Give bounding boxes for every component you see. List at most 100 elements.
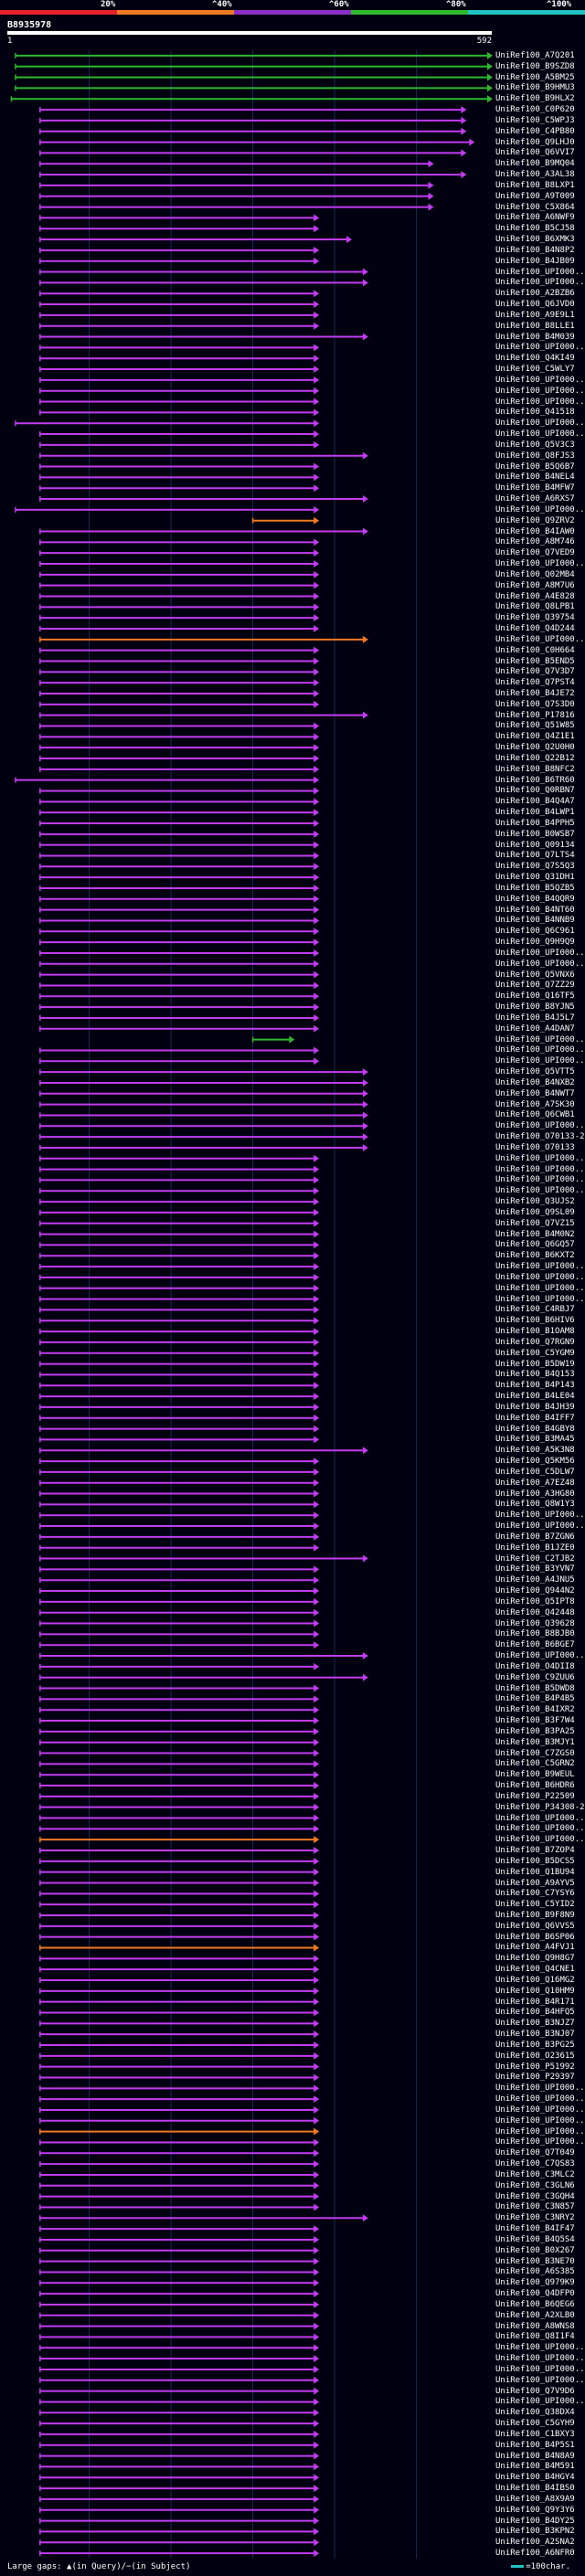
hit-label[interactable]: UniRef100_Q7S3D0 — [495, 699, 575, 709]
hit-label[interactable]: UniRef100_B6HDR6 — [495, 1781, 575, 1791]
hit-label[interactable]: UniRef100_P51992 — [495, 2062, 575, 2072]
hit-label[interactable]: UniRef100_Q4CNE1 — [495, 1965, 575, 1975]
hit-label[interactable]: UniRef100_B4JE72 — [495, 688, 575, 698]
hit-label[interactable]: UniRef100_B7ZGN6 — [495, 1532, 575, 1542]
hit-label[interactable]: UniRef100_Q02MB4 — [495, 569, 575, 579]
hit-label[interactable]: UniRef100_B3PA25 — [495, 1726, 575, 1736]
hit-label[interactable]: UniRef100_Q10HM9 — [495, 1986, 575, 1996]
hit-label[interactable]: UniRef100_B4N8A9 — [495, 2451, 575, 2461]
hit-label[interactable]: UniRef100_C5YGM9 — [495, 1348, 575, 1358]
hit-label[interactable]: UniRef100_Q39754 — [495, 613, 575, 623]
hit-label[interactable]: UniRef100_B4NXB2 — [495, 1077, 575, 1087]
hit-label[interactable]: UniRef100_C3N857 — [495, 2202, 575, 2212]
hit-label[interactable]: UniRef100_B4Q5S4 — [495, 2234, 575, 2244]
hit-label[interactable]: UniRef100_B4HFQ5 — [495, 2008, 575, 2018]
hit-label[interactable]: UniRef100_Q5VTT5 — [495, 1067, 575, 1077]
hit-label[interactable]: UniRef100_Q4D244 — [495, 624, 575, 633]
hit-label[interactable]: UniRef100_B9WEUL — [495, 1770, 575, 1780]
hit-label[interactable]: UniRef100_B4IF47 — [495, 2224, 575, 2234]
hit-label[interactable]: UniRef100_B6QEG6 — [495, 2299, 575, 2309]
hit-label[interactable]: UniRef100_UPI000... — [495, 419, 585, 429]
hit-label[interactable]: UniRef100_Q7VZ15 — [495, 1218, 575, 1228]
hit-label[interactable]: UniRef100_Q5V3C3 — [495, 440, 575, 450]
hit-label[interactable]: UniRef100_Q9H9Q9 — [495, 938, 575, 948]
hit-label[interactable]: UniRef100_UPI000... — [495, 2397, 585, 2407]
hit-label[interactable]: UniRef100_UPI000... — [495, 959, 585, 969]
hit-label[interactable]: UniRef100_UPI000... — [495, 278, 585, 288]
hit-label[interactable]: UniRef100_C9ZUU6 — [495, 1672, 575, 1682]
hit-label[interactable]: UniRef100_B5DW19 — [495, 1359, 575, 1369]
hit-label[interactable]: UniRef100_UPI000... — [495, 1153, 585, 1163]
hit-label[interactable]: UniRef100_UPI000... — [495, 1034, 585, 1044]
hit-label[interactable]: UniRef100_B7ZOP4 — [495, 1846, 575, 1855]
hit-label[interactable]: UniRef100_C5WPJ3 — [495, 115, 575, 125]
hit-label[interactable]: UniRef100_Q5VNX6 — [495, 970, 575, 980]
hit-label[interactable]: UniRef100_C3GLN6 — [495, 2180, 575, 2190]
hit-label[interactable]: UniRef100_B4NT60 — [495, 905, 575, 915]
hit-label[interactable]: UniRef100_UPI000... — [495, 397, 585, 407]
hit-label[interactable]: UniRef100_B4JH39 — [495, 1402, 575, 1412]
hit-label[interactable]: UniRef100_B4NWT7 — [495, 1088, 575, 1098]
hit-label[interactable]: UniRef100_B3PG25 — [495, 2040, 575, 2050]
hit-label[interactable]: UniRef100_UPI000... — [495, 948, 585, 958]
hit-label[interactable]: UniRef100_UPI000... — [495, 2375, 585, 2385]
hit-label[interactable]: UniRef100_UPI000... — [495, 267, 585, 277]
hit-label[interactable]: UniRef100_Q8W1Y3 — [495, 1500, 575, 1510]
hit-label[interactable]: UniRef100_Q22B12 — [495, 753, 575, 763]
hit-label[interactable]: UniRef100_A7EZ48 — [495, 1478, 575, 1488]
hit-label[interactable]: UniRef100_UPI000... — [495, 559, 585, 568]
hit-label[interactable]: UniRef100_Q2U0H0 — [495, 743, 575, 753]
hit-label[interactable]: UniRef100_UPI000... — [495, 2083, 585, 2094]
hit-label[interactable]: UniRef100_B4LE04 — [495, 1392, 575, 1402]
hit-label[interactable]: UniRef100_UPI000... — [495, 2354, 585, 2364]
hit-label[interactable]: UniRef100_B6HIV6 — [495, 1316, 575, 1326]
hit-label[interactable]: UniRef100_UPI000... — [495, 1056, 585, 1066]
hit-label[interactable]: UniRef100_C3MLC2 — [495, 2169, 575, 2179]
hit-label[interactable]: UniRef100_A2XLB0 — [495, 2310, 575, 2320]
hit-label[interactable]: UniRef100_Q42448 — [495, 1607, 575, 1617]
hit-label[interactable]: UniRef100_B4LWP1 — [495, 808, 575, 818]
hit-label[interactable]: UniRef100_O70133-2 — [495, 1132, 585, 1142]
hit-label[interactable]: UniRef100_B0WSB7 — [495, 829, 575, 839]
hit-label[interactable]: UniRef100_A4FVJ1 — [495, 1943, 575, 1953]
hit-label[interactable]: UniRef100_UPI000... — [495, 1511, 585, 1521]
hit-label[interactable]: UniRef100_Q8FJS3 — [495, 451, 575, 461]
hit-label[interactable]: UniRef100_Q7LTS4 — [495, 851, 575, 861]
hit-label[interactable]: UniRef100_C5GRN2 — [495, 1759, 575, 1769]
hit-label[interactable]: UniRef100_Q39628 — [495, 1618, 575, 1628]
hit-label[interactable]: UniRef100_B5END5 — [495, 656, 575, 666]
hit-label[interactable]: UniRef100_O23615 — [495, 2051, 575, 2061]
hit-label[interactable]: UniRef100_UPI000... — [495, 1813, 585, 1823]
hit-label[interactable]: UniRef100_C7ZGS0 — [495, 1748, 575, 1758]
hit-label[interactable]: UniRef100_Q9Y3Y6 — [495, 2505, 575, 2515]
hit-label[interactable]: UniRef100_A7SK30 — [495, 1099, 575, 1109]
hit-label[interactable]: UniRef100_Q6C961 — [495, 927, 575, 937]
hit-label[interactable]: UniRef100_B4IFF7 — [495, 1413, 575, 1423]
hit-label[interactable]: UniRef100_C7YSY6 — [495, 1889, 575, 1899]
hit-label[interactable]: UniRef100_B4N8P2 — [495, 245, 575, 255]
hit-label[interactable]: UniRef100_B3MA45 — [495, 1435, 575, 1445]
hit-label[interactable]: UniRef100_UPI000... — [495, 1045, 585, 1055]
hit-label[interactable]: UniRef100_B4NNB9 — [495, 916, 575, 926]
hit-label[interactable]: UniRef100_UPI000... — [495, 2137, 585, 2147]
hit-label[interactable]: UniRef100_UPI000... — [495, 1164, 585, 1174]
hit-label[interactable]: UniRef100_C5YID2 — [495, 1900, 575, 1910]
hit-label[interactable]: UniRef100_C0P620 — [495, 105, 575, 115]
hit-label[interactable]: UniRef100_Q51W85 — [495, 721, 575, 731]
hit-label[interactable]: UniRef100_A9E9L1 — [495, 310, 575, 320]
hit-label[interactable]: UniRef100_B0X267 — [495, 2245, 575, 2255]
hit-label[interactable]: UniRef100_C2TJB2 — [495, 1553, 575, 1564]
hit-label[interactable]: UniRef100_B4DY25 — [495, 2516, 575, 2526]
hit-label[interactable]: UniRef100_B3NJZ7 — [495, 2019, 575, 2029]
hit-label[interactable]: UniRef100_B3KPN2 — [495, 2527, 575, 2537]
hit-label[interactable]: UniRef100_B4R171 — [495, 1997, 575, 2007]
hit-label[interactable]: UniRef100_A6RXS7 — [495, 494, 575, 504]
hit-label[interactable]: UniRef100_Q7V3D7 — [495, 667, 575, 677]
hit-label[interactable]: UniRef100_UPI000... — [495, 2094, 585, 2104]
hit-label[interactable]: UniRef100_Q5KM56 — [495, 1457, 575, 1467]
hit-label[interactable]: UniRef100_A8WNS8 — [495, 2321, 575, 2331]
hit-label[interactable]: UniRef100_A4E828 — [495, 591, 575, 601]
hit-label[interactable]: UniRef100_B4J5L7 — [495, 1012, 575, 1023]
hit-label[interactable]: UniRef100_UPI000... — [495, 1262, 585, 1272]
hit-label[interactable]: UniRef100_A8X9A9 — [495, 2494, 575, 2504]
